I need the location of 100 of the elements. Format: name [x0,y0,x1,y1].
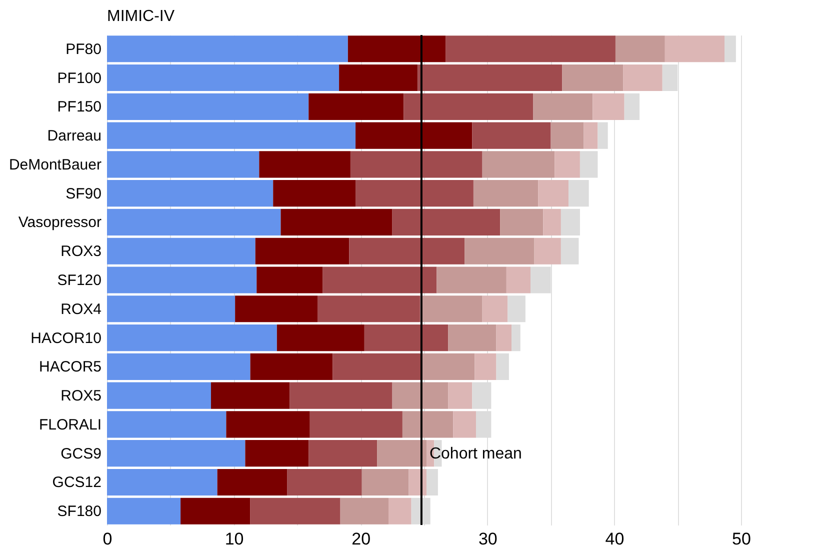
y-tick-label: SF120 [57,272,102,289]
bar [339,64,418,92]
bar [511,324,520,352]
y-tick-label: ROX4 [60,300,102,318]
bar [377,440,427,467]
bar [210,382,290,409]
bar [538,180,569,207]
x-tick-label: 50 [732,530,751,548]
bar [584,122,598,149]
ref-line-label: Cohort mean [429,445,522,462]
chart-title: MIMIC-IV [107,8,175,25]
y-tick-label: PF80 [66,40,102,58]
bar [107,440,246,467]
bar [404,93,534,120]
bar [107,353,250,380]
x-tick-label: 40 [605,530,624,548]
bar [533,93,593,120]
bar [392,208,500,236]
bar [388,498,412,524]
bar [356,180,474,207]
bar [107,93,309,120]
bar [256,266,323,294]
bar [349,238,465,264]
bar [473,180,538,207]
bar [250,353,333,380]
bar [418,64,562,92]
bar [420,296,482,322]
bar [446,36,616,62]
y-tick-label: FLORALI [38,416,102,434]
bar [472,122,551,149]
y-tick-label: Darreau [47,128,102,145]
y-tick-label: ROX3 [60,243,102,260]
bar [598,122,608,149]
x-tick-label: 0 [102,530,112,548]
bar [356,122,472,149]
bar [422,353,475,380]
y-tick-label: ROX5 [60,388,102,405]
bar [107,411,226,438]
bar [448,324,496,352]
bar [107,151,260,178]
bar [392,382,448,409]
bar [308,440,378,467]
bar [107,64,340,92]
bar [107,36,348,62]
bar [426,468,438,496]
bar [217,468,288,496]
bar [290,382,392,409]
bar [550,122,584,149]
y-tick-label: SF90 [66,185,102,202]
bar [340,498,388,524]
bar [560,238,579,264]
bar [506,266,531,294]
bar [482,151,555,178]
bar [107,382,211,409]
bar [273,180,356,207]
bar [245,440,309,467]
bar [107,324,277,352]
y-tick-label: DeMontBauer [8,156,102,174]
y-tick-label: PF100 [57,70,102,87]
bar [322,266,437,294]
y-tick-label: PF150 [57,98,102,116]
bar [623,64,662,92]
y-tick-label: GCS9 [60,445,102,462]
bar [592,93,624,120]
y-tick-label: GCS12 [52,474,102,492]
bar [496,324,512,352]
bar [107,238,256,264]
y-tick-label: HACOR10 [30,330,102,347]
bar [107,296,236,322]
bar [107,468,218,496]
x-tick-label: 20 [352,530,371,548]
bar [664,36,725,62]
bar [107,122,356,149]
x-tick-label: 30 [478,530,498,548]
bar [308,93,404,120]
bar [317,296,420,322]
bar [534,238,561,264]
bar [500,208,544,236]
bar [436,266,506,294]
bar [180,498,250,524]
bar [310,411,402,438]
bar [453,411,476,438]
bar [474,353,496,380]
x-tick-label: 10 [224,530,244,548]
bar [543,208,561,236]
bar [259,151,350,178]
bar [362,468,409,496]
bar [107,180,274,207]
bar [250,498,340,524]
bar [280,208,392,236]
bar [235,296,318,322]
bar [448,382,472,409]
bar [107,498,181,524]
y-tick-label: HACOR5 [38,358,102,376]
bar [624,93,640,120]
bar [107,266,257,294]
bar [107,208,281,236]
bar [350,151,482,178]
bar [508,296,526,322]
bar [276,324,364,352]
